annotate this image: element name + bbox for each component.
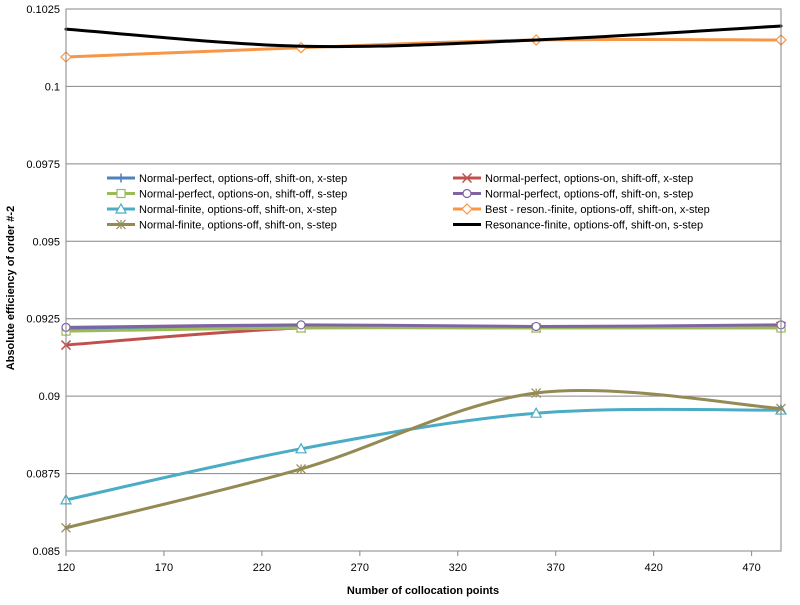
legend-label: Normal-finite, options-off, shift-on, x-… [139, 204, 337, 216]
legend-item: Normal-perfect, options-off, shift-on, s… [453, 189, 693, 201]
legend-item: Best - reson.-finite, options-off, shift… [453, 203, 710, 216]
series-3 [61, 320, 786, 332]
series-4 [59, 403, 788, 505]
x-tick-label: 120 [57, 562, 75, 574]
y-tick-label: 0.0925 [26, 314, 60, 326]
legend-marker [116, 219, 126, 230]
y-tick-label: 0.1 [45, 81, 60, 93]
series-7 [64, 24, 783, 49]
legend-marker [114, 202, 128, 214]
data-point [530, 406, 543, 418]
x-axis-title: Number of collocation points [347, 585, 499, 597]
legend-marker [462, 188, 472, 199]
x-tick-label: 220 [253, 562, 271, 574]
x-tick-label: 470 [742, 562, 760, 574]
series-line [64, 326, 783, 333]
data-point [531, 388, 542, 398]
x-tick-label: 170 [155, 562, 173, 574]
plot-area [65, 8, 782, 552]
legend-label: Normal-perfect, options-off, shift-on, x… [139, 173, 347, 185]
legend-label: Best - reson.-finite, options-off, shift… [485, 204, 710, 216]
series-line [64, 323, 783, 329]
y-tick-label: 0.095 [32, 236, 60, 248]
legend-item: Resonance-finite, options-off, shift-on,… [453, 220, 703, 232]
legend-item: Normal-perfect, options-off, shift-on, x… [107, 173, 347, 185]
x-tick-label: 420 [644, 562, 662, 574]
legend-label: Normal-perfect, options-on, shift-off, s… [139, 189, 347, 201]
data-point [296, 320, 306, 330]
legend-label: Normal-perfect, options-on, shift-off, x… [485, 173, 693, 185]
y-tick-label: 0.0975 [26, 159, 60, 171]
legend-marker [116, 188, 126, 199]
legend-marker [116, 173, 126, 183]
legend-marker [461, 172, 473, 184]
legend-item: Normal-perfect, options-on, shift-off, s… [107, 189, 347, 201]
x-tick-label: 270 [351, 562, 369, 574]
legend-label: Normal-perfect, options-off, shift-on, s… [485, 189, 693, 201]
y-axis-title: Absolute efficiency of order #-2 [5, 206, 17, 370]
data-point [295, 442, 308, 454]
series-line [64, 24, 783, 49]
data-point [296, 464, 306, 474]
legend-item: Normal-finite, options-off, shift-on, x-… [107, 202, 337, 216]
legend-marker [461, 203, 473, 215]
legend-item: Normal-finite, options-off, shift-on, s-… [107, 220, 337, 232]
y-tick-label: 0.1025 [26, 4, 60, 16]
y-tick-label: 0.09 [39, 391, 60, 403]
legend-item: Normal-perfect, options-on, shift-off, x… [453, 172, 693, 185]
legend-label: Normal-finite, options-off, shift-on, s-… [139, 220, 337, 232]
y-tick-label: 0.085 [32, 546, 60, 558]
x-tick-label: 370 [547, 562, 565, 574]
series-line [64, 37, 783, 59]
series-line [64, 389, 783, 530]
data-point [531, 321, 541, 332]
y-tick-label: 0.0875 [26, 469, 60, 481]
legend-label: Resonance-finite, options-off, shift-on,… [485, 220, 703, 232]
x-tick-label: 320 [449, 562, 467, 574]
